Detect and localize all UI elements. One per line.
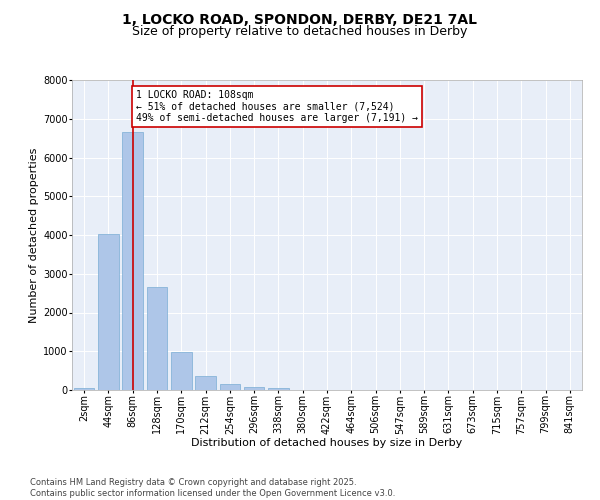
- Bar: [171, 352, 191, 390]
- Bar: [122, 132, 143, 390]
- Text: Contains HM Land Registry data © Crown copyright and database right 2025.
Contai: Contains HM Land Registry data © Crown c…: [30, 478, 395, 498]
- Text: Size of property relative to detached houses in Derby: Size of property relative to detached ho…: [133, 25, 467, 38]
- Text: 1, LOCKO ROAD, SPONDON, DERBY, DE21 7AL: 1, LOCKO ROAD, SPONDON, DERBY, DE21 7AL: [122, 12, 478, 26]
- Bar: [268, 388, 289, 390]
- Bar: [244, 388, 265, 390]
- Bar: [74, 388, 94, 390]
- Bar: [146, 288, 167, 390]
- Y-axis label: Number of detached properties: Number of detached properties: [29, 148, 39, 322]
- Bar: [195, 376, 216, 390]
- Bar: [220, 384, 240, 390]
- Bar: [98, 234, 119, 390]
- Text: 1 LOCKO ROAD: 108sqm
← 51% of detached houses are smaller (7,524)
49% of semi-de: 1 LOCKO ROAD: 108sqm ← 51% of detached h…: [136, 90, 418, 123]
- X-axis label: Distribution of detached houses by size in Derby: Distribution of detached houses by size …: [191, 438, 463, 448]
